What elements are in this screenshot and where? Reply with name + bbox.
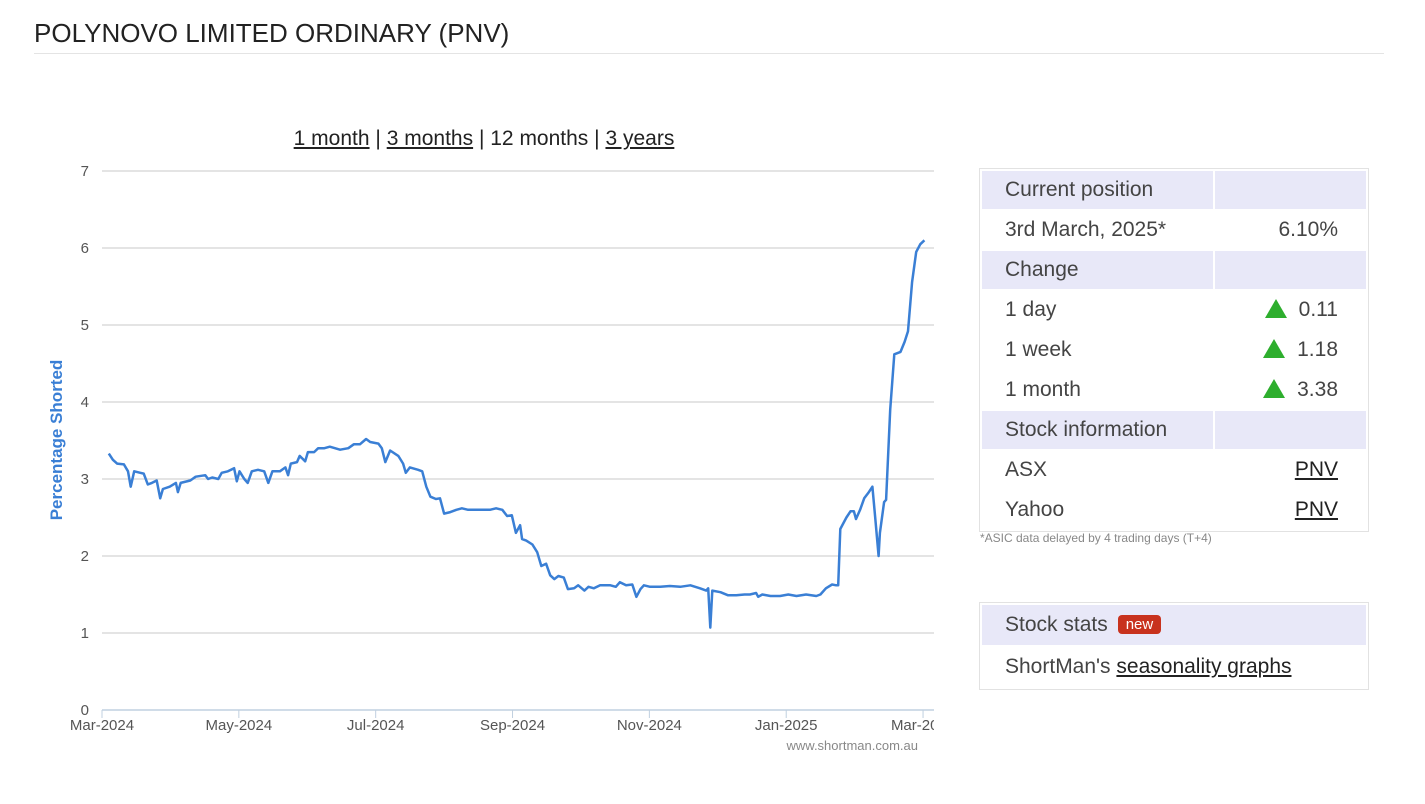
- change: 0.11: [1298, 298, 1338, 321]
- stats-table: Stock stats new ShortMan's seasonality gr…: [979, 602, 1369, 690]
- up-icon: [1264, 299, 1287, 318]
- header: Stock information: [982, 411, 1213, 449]
- up-icon: [1263, 339, 1286, 358]
- x-tick-label: Nov-2024: [617, 717, 682, 734]
- y-tick-label: 5: [81, 317, 89, 334]
- date: 3rd March, 2025*: [1005, 218, 1167, 241]
- y-tick-label: 4: [81, 394, 89, 411]
- period: 1 month: [1005, 378, 1081, 401]
- ticker-link[interactable]: PNV: [1294, 458, 1338, 481]
- data-line: [107, 239, 926, 629]
- x-tick-label: Mar-2025: [891, 717, 955, 734]
- header-blank: [1215, 251, 1366, 289]
- header-blank: [1215, 171, 1366, 209]
- y-tick-label: 3: [81, 471, 89, 488]
- ticker-link[interactable]: PNV: [1294, 498, 1338, 521]
- x-tick-label: Jul-2024: [347, 717, 405, 734]
- up-icon: [1263, 379, 1286, 398]
- y-tick-label: 6: [81, 240, 89, 257]
- chart: Percentage Shorted www.shortman.com.au 0…: [47, 163, 955, 753]
- change: 3.38: [1297, 378, 1338, 401]
- header-blank: [1215, 411, 1366, 449]
- stats-cell: ShortMan's seasonality graphs: [982, 647, 1366, 687]
- separator: |: [594, 127, 600, 150]
- link-cell: PNV: [1215, 491, 1366, 529]
- range-link[interactable]: 3 months: [386, 127, 474, 150]
- badge: new: [1117, 615, 1162, 634]
- source: Yahoo: [1005, 498, 1065, 521]
- prefix: ShortMan's: [1005, 655, 1111, 678]
- period: 1 week: [1005, 338, 1072, 361]
- y-axis-label: Percentage Shorted: [47, 360, 66, 521]
- separator: |: [478, 127, 485, 150]
- x-ticks: Mar-2024 May-2024 Jul-2024 Sep-2024 Nov-2024…: [70, 710, 955, 734]
- page-title: POLYNOVO LIMITED ORDINARY (PNV): [34, 18, 510, 48]
- x-tick-label: Sep-2024: [480, 717, 545, 734]
- seasonality-link[interactable]: seasonality graphs: [1116, 655, 1292, 678]
- info-table: Current position 3rd March, 2025* 6.10% C…: [979, 168, 1369, 532]
- value: 6.10%: [1278, 218, 1338, 241]
- watermark: www.shortman.com.au: [786, 738, 919, 753]
- x-tick-label: Mar-2024: [70, 717, 134, 734]
- footnote: *ASIC data delayed by 4 trading days (T+…: [980, 531, 1212, 545]
- header: Stock stats: [1005, 613, 1108, 636]
- link-cell: PNV: [1215, 451, 1366, 489]
- x-tick-label: Jan-2025: [755, 717, 818, 734]
- x-tick-label: May-2024: [205, 717, 272, 734]
- y-tick-label: 7: [81, 163, 89, 180]
- period: 1 day: [1005, 298, 1057, 321]
- range-link[interactable]: 3 years: [605, 127, 675, 150]
- source: ASX: [1005, 458, 1048, 481]
- change: 1.18: [1297, 338, 1338, 361]
- change-cell: 1.18: [1215, 331, 1366, 369]
- y-tick-label: 2: [81, 548, 89, 565]
- change-cell: 0.11: [1215, 291, 1366, 329]
- range-link[interactable]: 1 month: [293, 127, 370, 150]
- change-cell: 3.38: [1215, 371, 1366, 409]
- header: Current position: [982, 171, 1213, 209]
- divider: [34, 53, 1384, 54]
- header-cell: Stock stats new: [982, 605, 1366, 645]
- range-current: 12 months: [490, 127, 589, 150]
- header: Change: [982, 251, 1213, 289]
- y-tick-label: 1: [81, 625, 89, 642]
- y-tick-label: 0: [81, 702, 89, 719]
- range-selector: 1 month | 3 months | 12 months | 3 years: [0, 127, 968, 151]
- separator: |: [375, 127, 381, 150]
